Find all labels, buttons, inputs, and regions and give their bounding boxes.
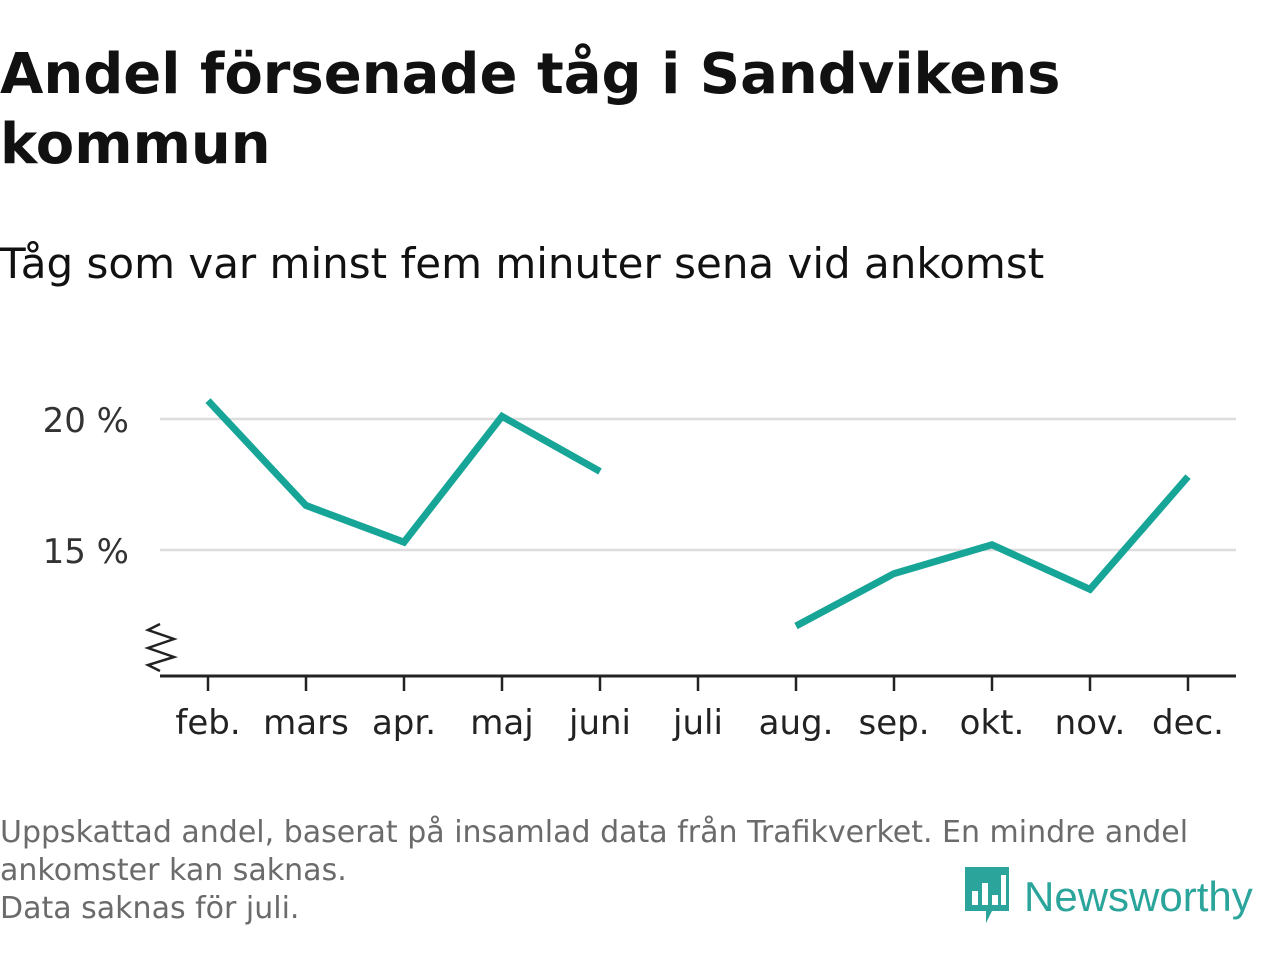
footnote-line-2: ankomster kan saknas. — [0, 853, 347, 888]
x-tick-label: dec. — [1152, 703, 1224, 743]
x-tick-label: sep. — [858, 703, 929, 743]
x-tick-label: nov. — [1055, 703, 1126, 743]
x-axis-ticks: feb. mars apr. maj juni juli aug. sep. okt. nov. d… — [175, 676, 1224, 743]
x-tick-label: juni — [568, 703, 631, 743]
logo-text: Newsworthy — [1024, 873, 1253, 920]
x-tick-label: aug. — [759, 703, 834, 743]
x-tick-label: mars — [263, 703, 349, 743]
chart-title: Andel försenade tåg i Sandvikens kommun — [0, 42, 1061, 177]
x-tick-label: maj — [470, 703, 533, 743]
x-tick-label: okt. — [960, 703, 1025, 743]
x-tick-label: feb. — [175, 703, 240, 743]
axis-break-icon — [144, 622, 179, 673]
bar-chart-speech-bubble-icon — [962, 865, 1012, 929]
footnote-line-3: Data saknas för juli. — [0, 891, 300, 926]
gridlines — [160, 417, 1236, 552]
footnote: Uppskattad andel, baserat på insamlad da… — [0, 814, 1265, 928]
newsworthy-logo: Newsworthy — [962, 864, 1253, 930]
x-tick-label: apr. — [372, 703, 436, 743]
x-axis — [144, 622, 1236, 678]
chart-subtitle: Tåg som var minst fem minuter sena vid a… — [0, 239, 1045, 288]
series-line-segment — [205, 398, 602, 547]
line-chart: 15 % 20 % feb. mars apr. maj juni juli aug. sep.… — [43, 398, 1236, 743]
y-axis-ticks: 15 % 20 % — [43, 401, 129, 572]
series-line-segment — [794, 474, 1191, 630]
y-tick-label: 15 % — [43, 532, 129, 572]
y-tick-label: 20 % — [43, 401, 129, 441]
series-lines — [205, 398, 1191, 630]
footnote-line-1: Uppskattad andel, baserat på insamlad da… — [0, 815, 1189, 850]
x-tick-label: juli — [672, 703, 723, 743]
